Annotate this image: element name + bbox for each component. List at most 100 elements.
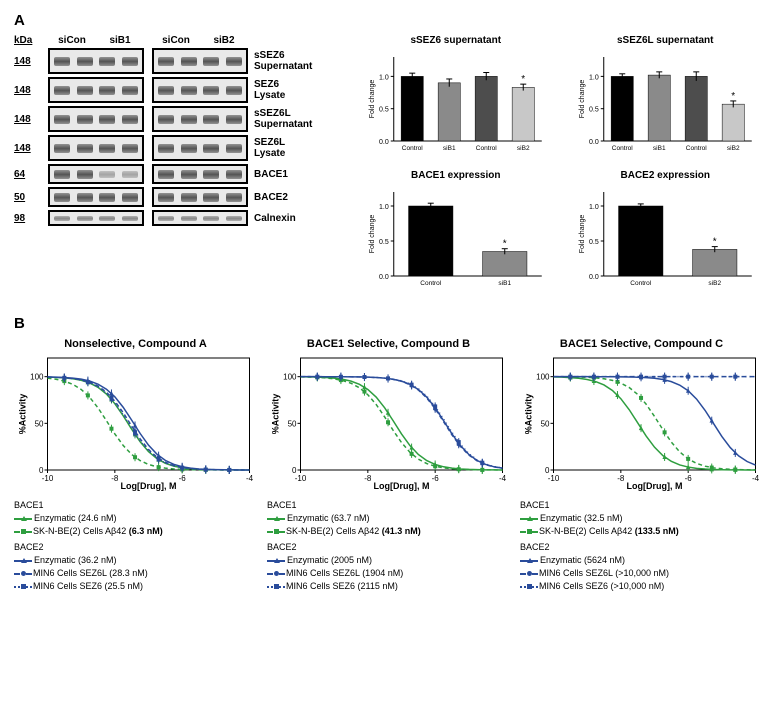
bar-charts: sSEZ6 supernatant0.00.51.0Fold changeCon… (358, 35, 763, 297)
gel-box (48, 77, 144, 103)
svg-text:-6: -6 (179, 474, 187, 483)
legend-item: Enzymatic (63.7 nM) (267, 512, 510, 525)
svg-text:Log[Drug], M: Log[Drug], M (121, 481, 177, 491)
svg-text:Control: Control (611, 145, 633, 152)
chart-title: sSEZ6 supernatant (358, 35, 554, 46)
svg-text:siB1: siB1 (443, 145, 456, 152)
svg-text:Log[Drug], M: Log[Drug], M (627, 481, 683, 491)
svg-text:siB2: siB2 (708, 280, 721, 287)
gel-box (152, 164, 248, 184)
svg-text:Control: Control (685, 145, 707, 152)
blot-row-label: BACE1 (248, 169, 340, 180)
blot-row: 50 BACE2 (14, 187, 344, 207)
svg-text:-10: -10 (42, 474, 54, 483)
svg-text:Fold change: Fold change (578, 215, 585, 254)
svg-text:-4: -4 (752, 474, 760, 483)
svg-text:-4: -4 (246, 474, 254, 483)
legend-item: Enzymatic (2005 nM) (267, 554, 510, 567)
svg-text:-8: -8 (111, 474, 119, 483)
svg-text:Fold change: Fold change (369, 215, 376, 254)
kda-label: 64 (14, 169, 48, 180)
panel-a: kDa siCon siB1 siCon siB2 148sSEZ6Supern… (14, 35, 763, 297)
blot-row-label: SEZ6Lysate (248, 79, 340, 101)
svg-text:%Activity: %Activity (271, 394, 281, 435)
gel-box (48, 187, 144, 207)
svg-text:-6: -6 (685, 474, 693, 483)
legend: BACE1Enzymatic (24.6 nM)SK-N-BE(2) Cells… (14, 499, 257, 593)
legend: BACE1Enzymatic (32.5 nM)SK-N-BE(2) Cells… (520, 499, 763, 593)
svg-text:0.0: 0.0 (589, 274, 599, 281)
svg-text:Control: Control (402, 145, 424, 152)
legend-item: MIN6 Cells SEZ6 (2115 nM) (267, 580, 510, 593)
lane-label: siCon (152, 35, 200, 46)
svg-text:-10: -10 (295, 474, 307, 483)
svg-text:0.5: 0.5 (589, 239, 599, 246)
bar-chart: BACE2 expression0.00.51.0Fold changeCont… (568, 170, 764, 297)
lane-label: siCon (48, 35, 96, 46)
svg-text:100: 100 (283, 373, 297, 382)
svg-text:Fold change: Fold change (369, 80, 376, 119)
svg-text:0.0: 0.0 (379, 274, 389, 281)
curve-title: Nonselective, Compound A (14, 338, 257, 350)
kda-label: 148 (14, 56, 48, 67)
dose-response-panel: BACE1 Selective, Compound B050100-10-8-6… (267, 338, 510, 593)
kda-header: kDa (14, 35, 48, 46)
blot-row: 148 SEZ6Lysate (14, 77, 344, 103)
legend-header: BACE1 (14, 499, 257, 512)
svg-text:Log[Drug], M: Log[Drug], M (374, 481, 430, 491)
bar-chart: sSEZ6L supernatant0.00.51.0Fold changeCo… (568, 35, 764, 162)
svg-text:0.5: 0.5 (589, 107, 599, 114)
svg-text:0.5: 0.5 (379, 239, 389, 246)
lane-label: siB2 (200, 35, 248, 46)
blot-row-label: SEZ6LLysate (248, 137, 340, 159)
svg-text:siB1: siB1 (652, 145, 665, 152)
svg-text:-8: -8 (617, 474, 625, 483)
legend-item: Enzymatic (32.5 nM) (520, 512, 763, 525)
gel-box (152, 48, 248, 74)
svg-text:50: 50 (541, 419, 550, 428)
blot-row: 98Calnexin (14, 210, 344, 226)
bar-chart: BACE1 expression0.00.51.0Fold changeCont… (358, 170, 554, 297)
svg-text:*: * (521, 74, 525, 85)
legend: BACE1Enzymatic (63.7 nM)SK-N-BE(2) Cells… (267, 499, 510, 593)
legend-header: BACE2 (520, 541, 763, 554)
svg-text:-8: -8 (364, 474, 372, 483)
blot-row: 148SEZ6LLysate (14, 135, 344, 161)
svg-text:0.0: 0.0 (589, 139, 599, 146)
svg-text:-4: -4 (499, 474, 507, 483)
svg-text:Control: Control (476, 145, 498, 152)
dose-response-curves: Nonselective, Compound A050100-10-8-6-4%… (14, 338, 763, 593)
blot-row-label: BACE2 (248, 192, 340, 203)
legend-item: MIN6 Cells SEZ6L (28.3 nM) (14, 567, 257, 580)
gel-box (152, 210, 248, 226)
blot-row: 148sSEZ6Supernatant (14, 48, 344, 74)
panel-a-label: A (14, 12, 763, 29)
svg-text:Control: Control (420, 280, 442, 287)
blot-row: 148 sSEZ6LSupernatant (14, 106, 344, 132)
svg-text:0.5: 0.5 (379, 107, 389, 114)
chart-title: BACE1 expression (358, 170, 554, 181)
svg-text:-6: -6 (432, 474, 440, 483)
svg-text:1.0: 1.0 (379, 74, 389, 81)
dose-response-panel: BACE1 Selective, Compound C050100-10-8-6… (520, 338, 763, 593)
svg-text:%Activity: %Activity (524, 394, 534, 435)
chart-title: sSEZ6L supernatant (568, 35, 764, 46)
kda-label: 148 (14, 85, 48, 96)
svg-text:siB2: siB2 (726, 145, 739, 152)
kda-label: 98 (14, 213, 48, 224)
western-blots: kDa siCon siB1 siCon siB2 148sSEZ6Supern… (14, 35, 344, 297)
svg-text:%Activity: %Activity (18, 394, 28, 435)
curve-title: BACE1 Selective, Compound C (520, 338, 763, 350)
kda-label: 148 (14, 114, 48, 125)
gel-box (48, 210, 144, 226)
legend-item: Enzymatic (36.2 nM) (14, 554, 257, 567)
svg-text:*: * (712, 237, 716, 248)
kda-label: 50 (14, 192, 48, 203)
legend-item: MIN6 Cells SEZ6 (>10,000 nM) (520, 580, 763, 593)
svg-text:Fold change: Fold change (578, 80, 585, 119)
blot-row-label: sSEZ6LSupernatant (248, 108, 340, 130)
chart-title: BACE2 expression (568, 170, 764, 181)
gel-box (48, 48, 144, 74)
blot-row: 64 BACE1 (14, 164, 344, 184)
gel-box (152, 77, 248, 103)
